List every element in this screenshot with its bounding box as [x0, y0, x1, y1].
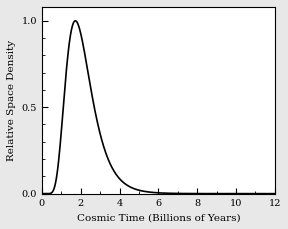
Y-axis label: Relative Space Density: Relative Space Density — [7, 40, 16, 161]
X-axis label: Cosmic Time (Billions of Years): Cosmic Time (Billions of Years) — [77, 213, 240, 222]
